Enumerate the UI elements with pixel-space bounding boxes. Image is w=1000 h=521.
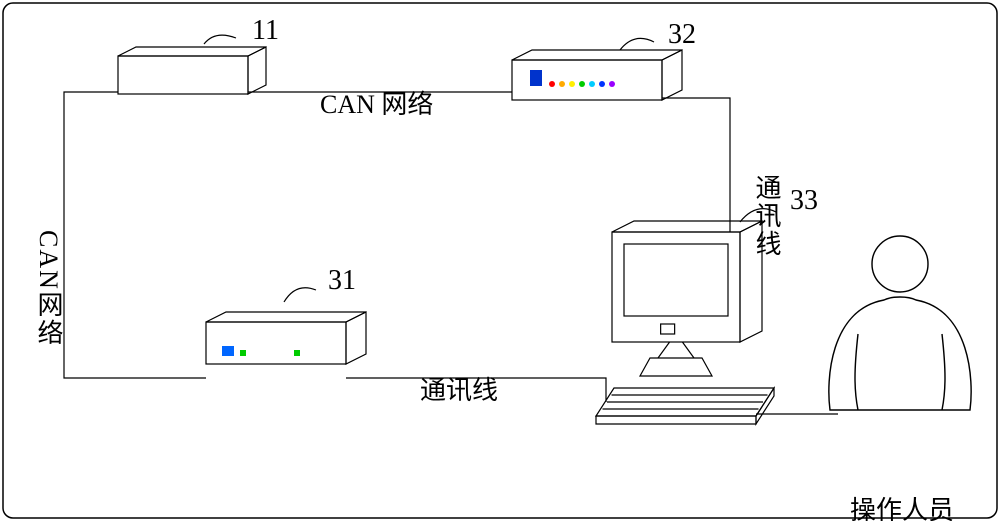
refnum-device11: 11 xyxy=(252,15,279,47)
refnum-device31: 31 xyxy=(328,265,356,297)
edge-label-comm-right: 通讯线 xyxy=(748,174,785,258)
edge-label-comm-bottom: 通讯线 xyxy=(420,370,498,407)
edge-label-can-top: CAN 网络 xyxy=(320,84,433,121)
refnum-device32: 32 xyxy=(668,19,696,51)
edge-label-can-left: CAN网络 xyxy=(30,230,67,347)
diagram-canvas xyxy=(0,0,1000,521)
operator-label: 操作人员 xyxy=(850,490,954,521)
refnum-computer33: 33 xyxy=(790,185,818,217)
